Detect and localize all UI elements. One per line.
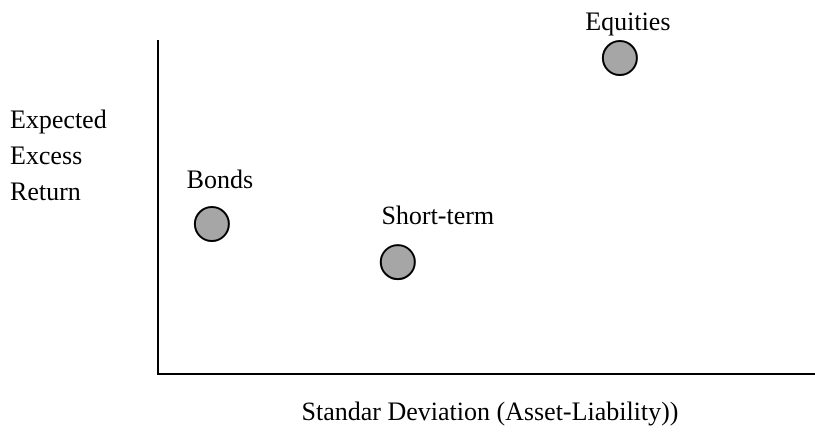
x-axis-label: Standar Deviation (Asset-Liability)) xyxy=(302,397,679,426)
point-label: Equities xyxy=(585,7,670,36)
y-axis-label: Expected Excess Return xyxy=(10,105,107,206)
point-label: Bonds xyxy=(187,165,253,194)
point xyxy=(379,244,416,281)
point xyxy=(601,40,638,77)
point xyxy=(193,206,230,243)
point-label: Short-term xyxy=(381,201,494,230)
